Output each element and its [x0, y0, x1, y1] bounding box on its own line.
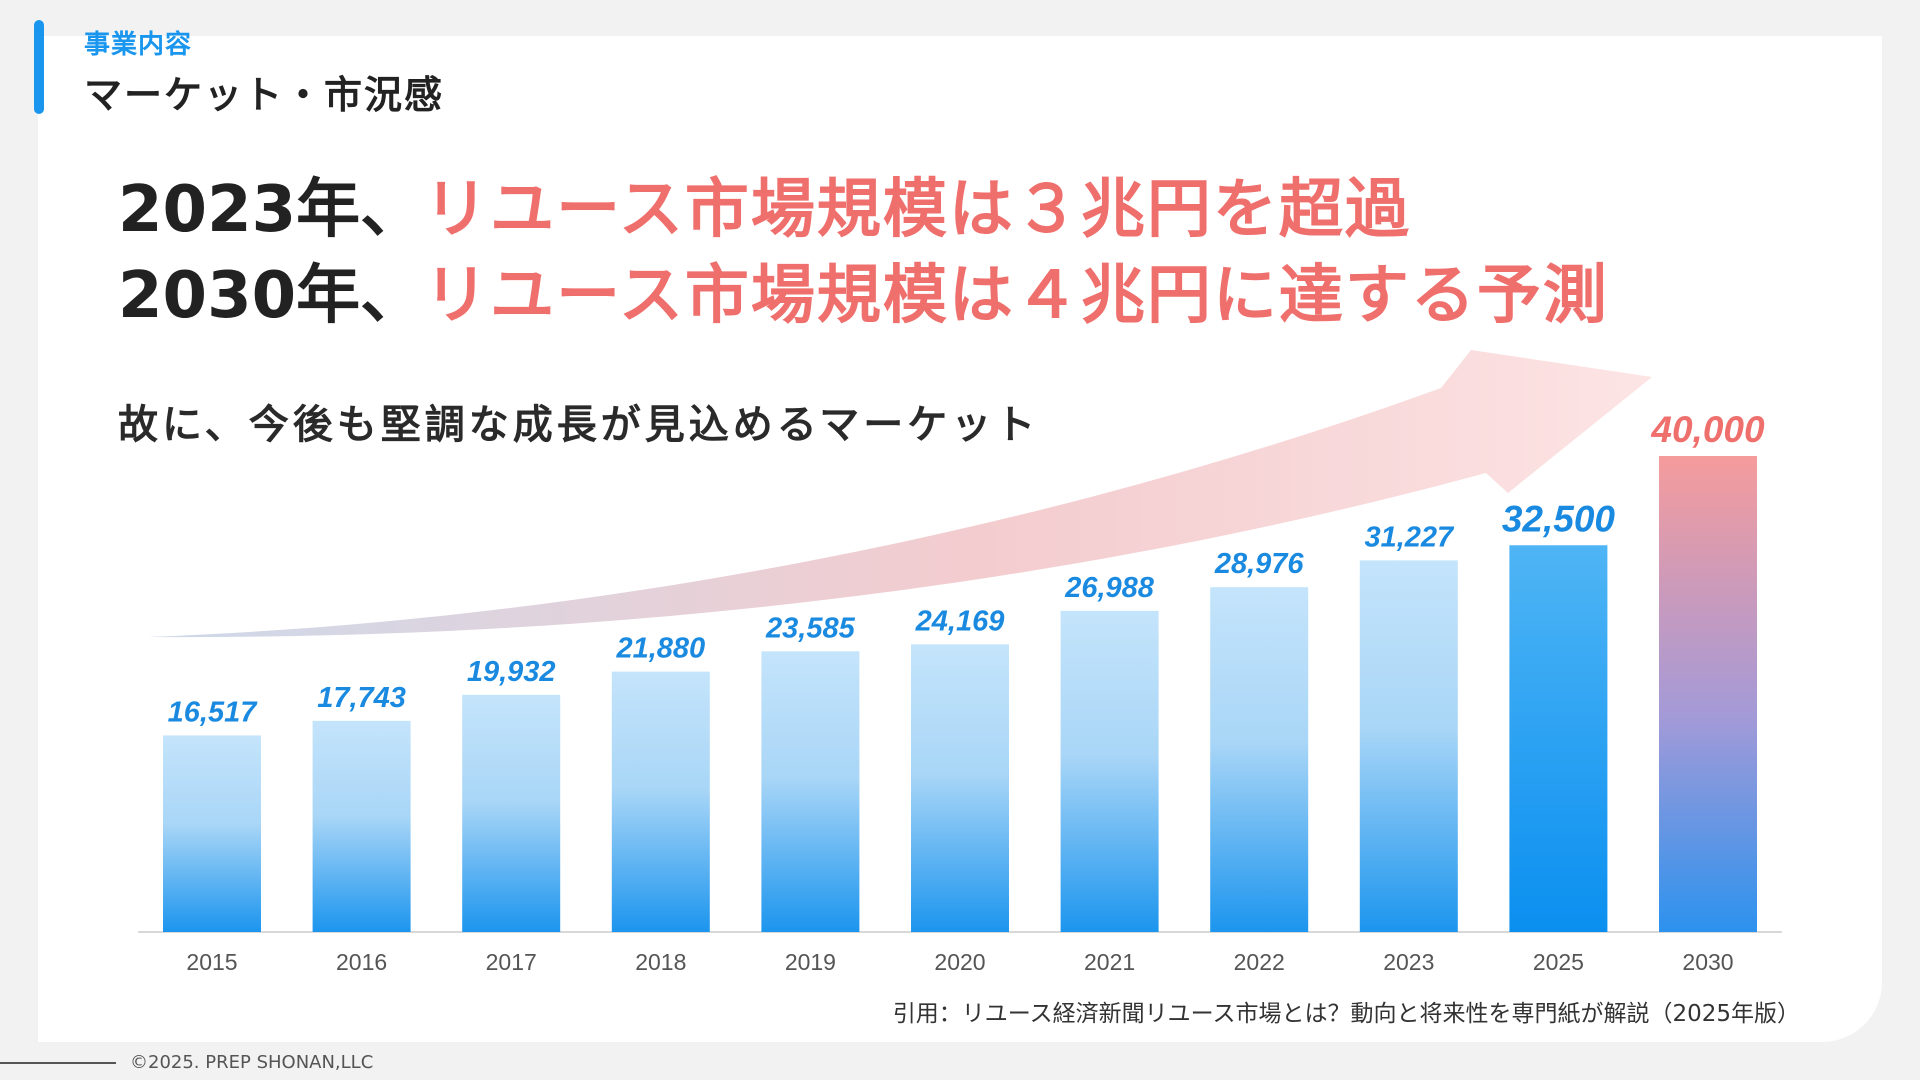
x-tick-2017: 2017 [486, 949, 537, 975]
subheadline: 故に、今後も堅調な成長が見込めるマーケット [118, 402, 1040, 448]
bar-2025 [1509, 545, 1608, 932]
headline-line-2: 2030年、リユース市場規模は４兆円に達する予測 [118, 264, 1609, 328]
section-label: 事業内容 [84, 30, 193, 60]
value-label-2020: 24,169 [915, 605, 1005, 637]
x-tick-2018: 2018 [635, 949, 686, 975]
bar-2017 [462, 694, 561, 932]
x-tick-2021: 2021 [1084, 949, 1135, 975]
value-label-2025: 32,500 [1502, 498, 1616, 539]
value-label-2015: 16,517 [168, 696, 259, 728]
value-label-2030: 40,000 [1650, 409, 1765, 450]
value-label-2017: 19,932 [467, 656, 556, 688]
value-label-2018: 21,880 [615, 633, 705, 665]
copyright-text: ©2025. PREP SHONAN,LLC [130, 1052, 374, 1073]
bar-2018 [611, 671, 710, 932]
headline-1-year: 2023年、 [118, 173, 425, 247]
x-tick-2015: 2015 [186, 949, 237, 975]
citation-text: 引用：リユース経済新聞リユース市場とは？動向と将来性を専門紙が解説（2025年版… [892, 1001, 1800, 1027]
growth-arrow [148, 350, 1652, 638]
x-tick-2019: 2019 [785, 949, 836, 975]
x-tick-2023: 2023 [1383, 949, 1434, 975]
footer-divider [0, 1062, 116, 1064]
headline-line-1: 2023年、リユース市場規模は３兆円を超過 [118, 178, 1411, 242]
x-tick-2020: 2020 [934, 949, 985, 975]
bar-2023 [1359, 560, 1458, 932]
headline-2-highlight: リユース市場規模は４兆円に達する予測 [424, 259, 1609, 333]
bar-2016 [312, 720, 411, 932]
value-label-2023: 31,227 [1364, 521, 1455, 553]
x-tick-2016: 2016 [336, 949, 387, 975]
headline-2-year: 2030年、 [118, 259, 425, 333]
page-title: マーケット・市況感 [84, 73, 445, 117]
value-label-2021: 26,988 [1064, 572, 1155, 604]
bar-2030 [1659, 456, 1757, 932]
x-tick-2030: 2030 [1682, 949, 1733, 975]
x-tick-2022: 2022 [1234, 949, 1285, 975]
value-label-2022: 28,976 [1214, 548, 1305, 580]
section-accent-bar [34, 20, 44, 114]
bar-2020 [911, 644, 1009, 932]
bar-2015 [163, 735, 261, 932]
bar-2021 [1060, 610, 1159, 932]
bar-2019 [761, 651, 860, 932]
value-label-2016: 17,743 [317, 682, 406, 714]
value-label-2019: 23,585 [765, 612, 856, 644]
bar-2022 [1210, 587, 1309, 932]
headline-1-highlight: リユース市場規模は３兆円を超過 [424, 173, 1411, 247]
x-tick-2025: 2025 [1533, 949, 1584, 975]
